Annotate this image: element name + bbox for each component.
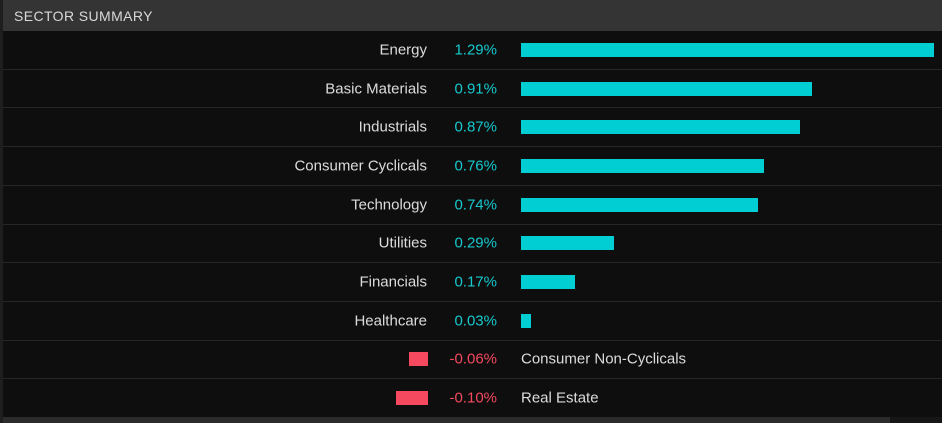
sector-label: Real Estate [521,389,599,407]
sector-label: Basic Materials [325,80,427,98]
sector-value: 0.03% [454,312,497,330]
sector-value: 0.29% [454,234,497,252]
sector-bar [521,81,812,96]
sector-value: 0.17% [454,273,497,291]
panel-header: SECTOR SUMMARY [0,0,942,31]
sector-row[interactable]: Energy 1.29% [0,31,942,70]
sector-label: Consumer Cyclicals [294,157,427,175]
sector-bar [409,352,428,367]
sector-bar [521,42,934,57]
sector-row[interactable]: Technology 0.74% [0,185,942,225]
sector-value: -0.06% [449,350,497,368]
sector-bar [396,391,428,406]
sector-label: Technology [351,196,427,214]
scrollbar-track-end [890,417,942,423]
sector-bar [521,197,758,212]
sector-bar [521,275,575,290]
sector-label: Consumer Non-Cyclicals [521,350,687,368]
sector-value: 0.76% [454,157,497,175]
sector-row[interactable]: Utilities 0.29% [0,224,942,264]
sector-row[interactable]: Consumer Cyclicals 0.76% [0,147,942,186]
horizontal-scrollbar[interactable] [0,417,942,423]
sector-label: Financials [359,273,427,291]
sector-row[interactable]: Consumer Non-Cyclicals -0.06% [0,340,942,380]
sector-rows: Energy 1.29% Basic Materials 0.91% Industria… [0,31,942,418]
sector-label: Energy [379,41,427,59]
sector-bar [521,158,764,173]
sector-value: 0.74% [454,196,497,214]
sector-row[interactable]: Real Estate -0.10% [0,379,942,418]
sector-row[interactable]: Industrials 0.87% [0,108,942,148]
sector-bar [521,236,614,251]
panel-title: SECTOR SUMMARY [14,7,153,24]
sector-label: Healthcare [354,312,427,330]
sector-value: -0.10% [449,389,497,407]
sector-row[interactable]: Financials 0.17% [0,263,942,302]
sector-value: 0.91% [454,80,497,98]
sector-value: 1.29% [454,41,497,59]
sector-label: Industrials [358,118,427,136]
sector-row[interactable]: Basic Materials 0.91% [0,69,942,109]
sector-bar [521,313,531,328]
sector-value: 0.87% [454,118,497,136]
sector-label: Utilities [378,234,427,252]
panel-left-edge [0,0,3,423]
sector-bar [521,120,800,135]
sector-row[interactable]: Healthcare 0.03% [0,301,942,341]
